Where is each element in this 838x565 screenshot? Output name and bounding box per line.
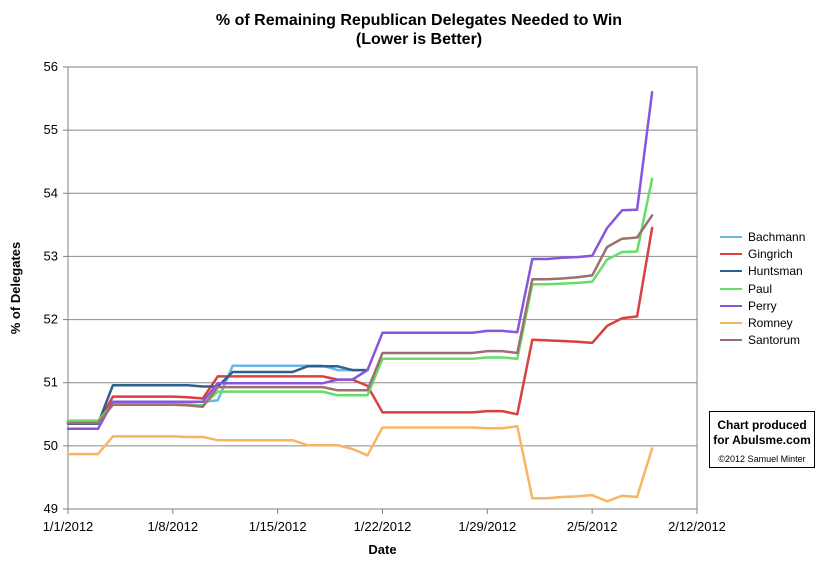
y-axis-label: % of Delegates <box>8 242 23 334</box>
legend-item-gingrich: Gingrich <box>720 245 805 262</box>
legend-item-bachmann: Bachmann <box>720 228 805 245</box>
legend-item-romney: Romney <box>720 314 805 331</box>
legend-swatch <box>720 235 742 238</box>
x-tick-label: 1/1/2012 <box>43 519 94 534</box>
legend-label: Gingrich <box>748 246 793 261</box>
credit-line-2: for Abulsme.com <box>713 433 811 447</box>
x-tick-label: 2/5/2012 <box>567 519 618 534</box>
y-tick-label: 52 <box>44 312 58 327</box>
series-line-santorum <box>66 214 654 425</box>
y-tick-label: 49 <box>44 501 58 516</box>
chart-title: % of Remaining Republican Delegates Need… <box>215 12 623 29</box>
legend-swatch <box>720 322 742 325</box>
series-line-bachmann <box>66 364 369 424</box>
credit-line-3: ©2012 Samuel Minter <box>718 454 806 464</box>
legend-item-huntsman: Huntsman <box>720 263 805 280</box>
y-tick-label: 51 <box>44 375 58 390</box>
series-line-romney <box>66 425 654 503</box>
legend-swatch <box>720 252 742 255</box>
series-line-perry <box>66 91 654 431</box>
legend: Bachmann Gingrich Huntsman Paul Perry Romney S… <box>720 228 805 349</box>
x-axis-label: Date <box>368 542 396 557</box>
chart-subtitle: (Lower is Better) <box>355 31 483 48</box>
credit-box: Chart produced for Abulsme.com ©2012 Sam… <box>709 411 815 468</box>
legend-swatch <box>720 270 742 273</box>
legend-swatch <box>720 287 742 290</box>
legend-item-perry: Perry <box>720 297 805 314</box>
y-tick-label: 56 <box>44 59 58 74</box>
legend-swatch <box>720 339 742 342</box>
x-tick-label: 1/22/2012 <box>354 519 412 534</box>
legend-item-santorum: Santorum <box>720 332 805 349</box>
plot-area <box>67 66 698 510</box>
legend-item-paul: Paul <box>720 280 805 297</box>
series-line-huntsman <box>66 365 369 426</box>
x-tick-label: 1/15/2012 <box>249 519 307 534</box>
legend-label: Huntsman <box>748 264 803 279</box>
y-tick-label: 54 <box>44 185 58 200</box>
legend-label: Santorum <box>748 333 801 348</box>
credit-line-1: Chart produced <box>717 418 807 432</box>
legend-label: Bachmann <box>748 229 806 244</box>
x-tick-label: 2/12/2012 <box>668 519 726 534</box>
legend-label: Romney <box>748 316 793 331</box>
legend-swatch <box>720 304 742 307</box>
legend-label: Paul <box>748 281 773 296</box>
legend-label: Perry <box>748 298 777 313</box>
y-tick-label: 55 <box>44 122 58 137</box>
y-tick-label: 53 <box>44 248 58 263</box>
x-tick-label: 1/29/2012 <box>458 519 516 534</box>
series-line-gingrich <box>66 226 654 424</box>
x-tick-label: 1/8/2012 <box>148 519 199 534</box>
y-tick-label: 50 <box>44 438 58 453</box>
